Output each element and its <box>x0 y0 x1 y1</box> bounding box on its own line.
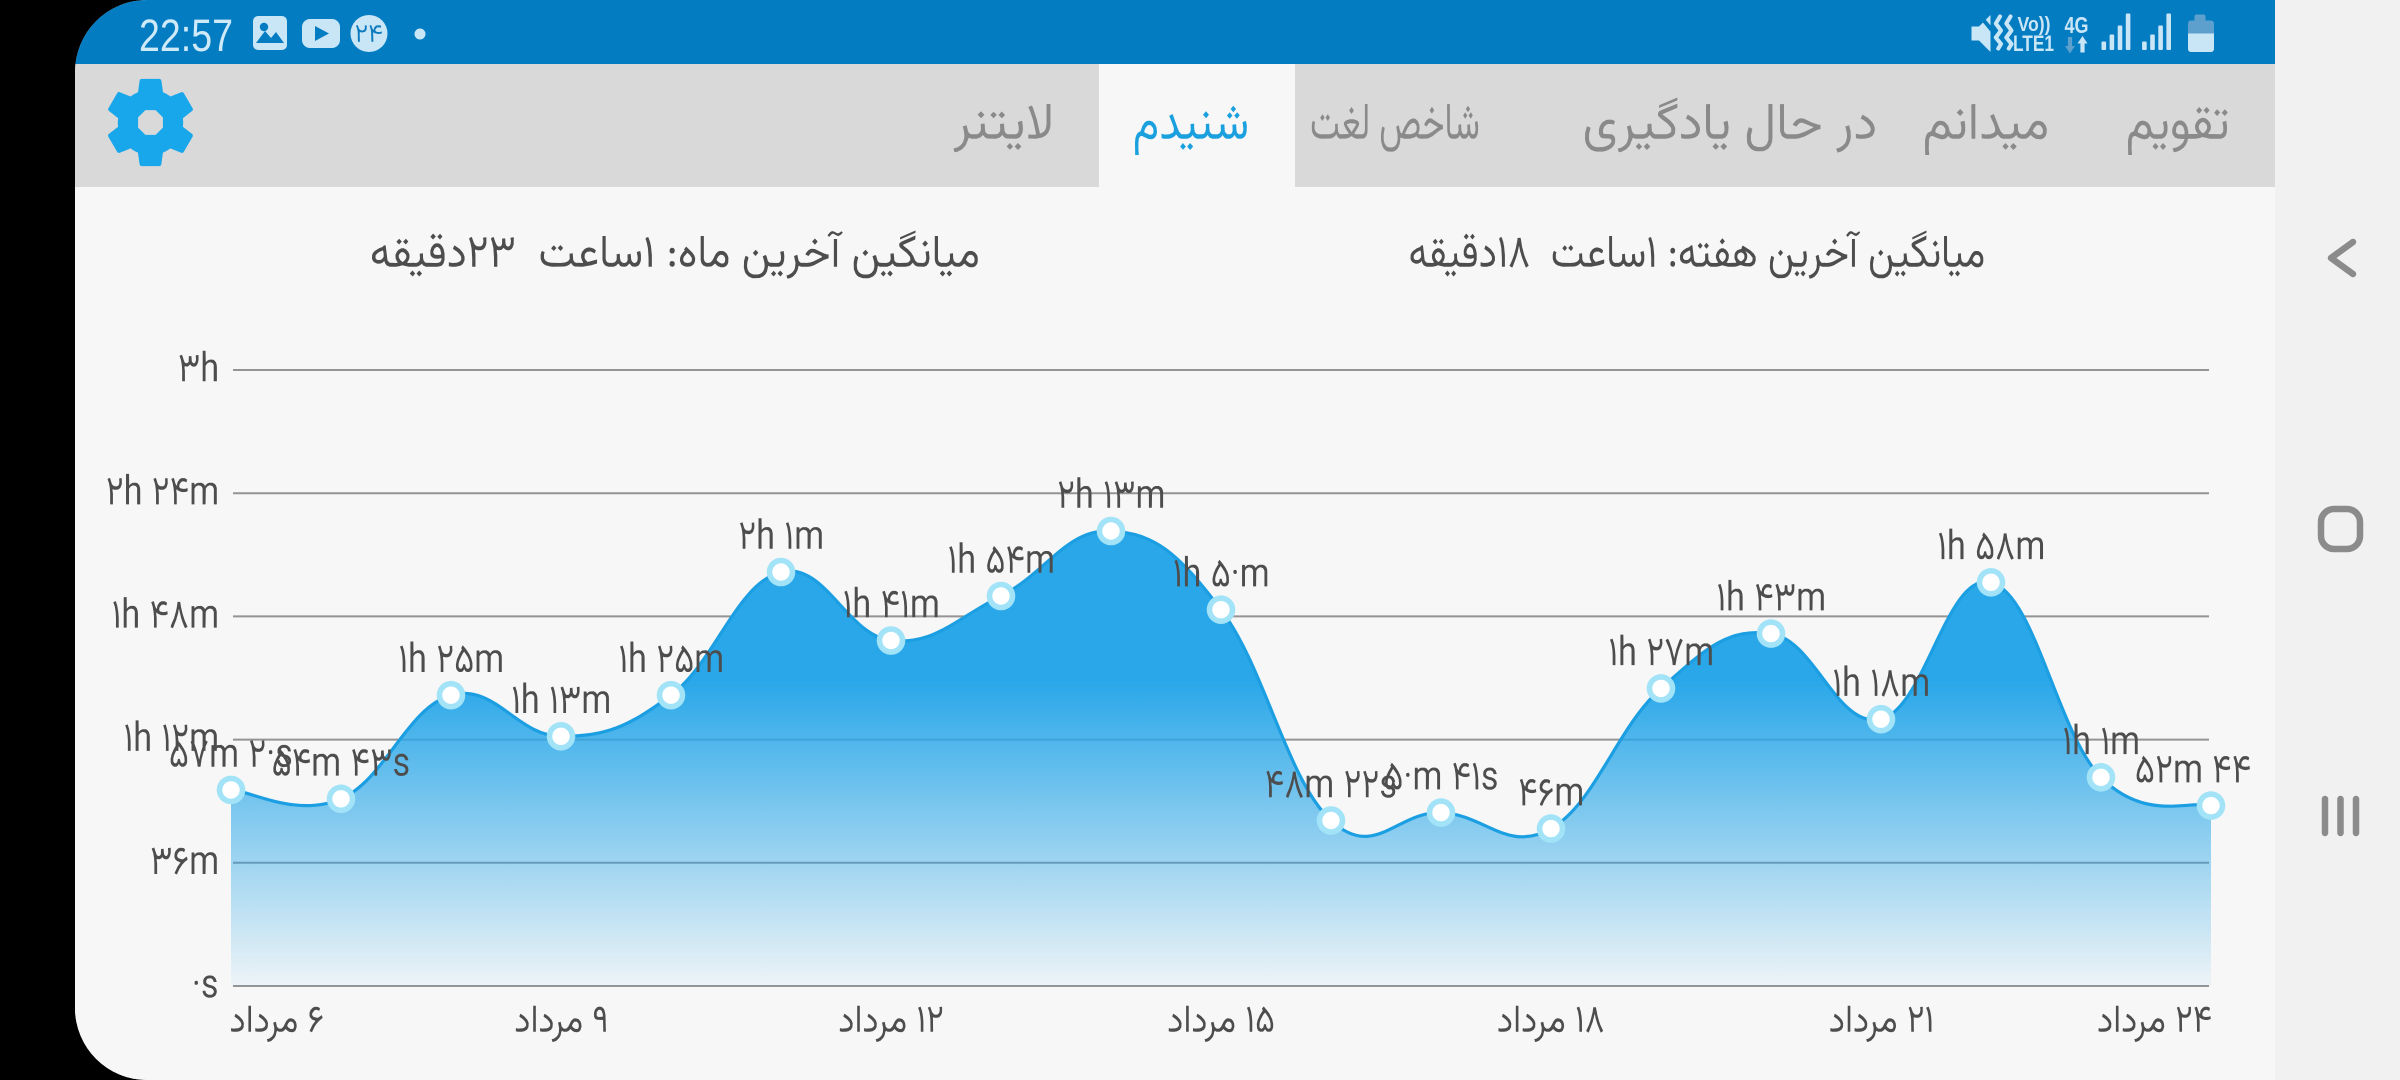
svg-text:22:57: 22:57 <box>139 10 233 61</box>
svg-text:4G: 4G <box>2065 12 2089 38</box>
svg-text:LTE1: LTE1 <box>2013 31 2054 56</box>
svg-text:Vo)): Vo)) <box>2018 14 2051 36</box>
